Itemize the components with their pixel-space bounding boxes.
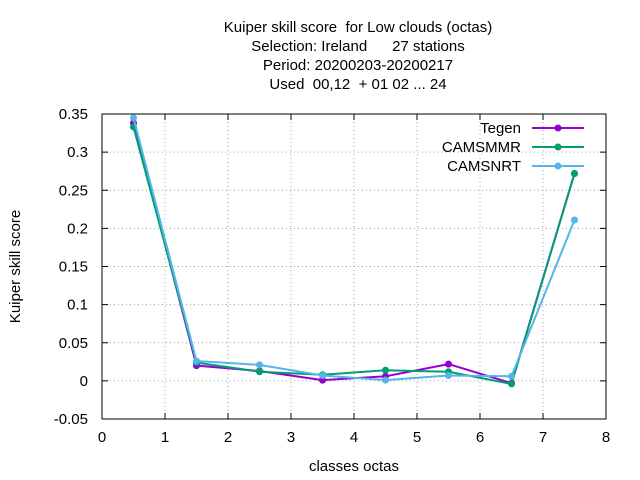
data-point: [508, 380, 515, 388]
x-tick-label: 3: [287, 429, 295, 446]
y-tick-label: 0.35: [59, 106, 88, 123]
y-tick-label: 0.15: [59, 259, 88, 276]
data-point: [445, 372, 452, 380]
x-tick-label: 5: [413, 429, 421, 446]
data-point: [130, 114, 137, 122]
data-point: [571, 169, 578, 177]
legend-swatch-point: [554, 162, 562, 170]
x-tick-label: 1: [161, 429, 169, 446]
title-line-2: Selection: Ireland 27 stations: [251, 38, 464, 55]
grid: [102, 114, 606, 419]
chart-title: Kuiper skill score for Low clouds (octas…: [224, 19, 492, 93]
legend-label: CAMSMMR: [442, 139, 521, 156]
legend-swatch-point: [554, 143, 562, 151]
x-tick-label: 7: [539, 429, 547, 446]
y-tick-label: -0.05: [54, 411, 88, 428]
axis-ticks: 0 1 2 3 4 5 6 7 8 -0.05 0 0.05 0.1 0.15 0.2 0.25 0.3 0.35: [54, 106, 610, 446]
legend: Tegen CAMSMMR CAMSNRT: [442, 120, 584, 175]
x-tick-label: 0: [98, 429, 106, 446]
data-point: [193, 357, 200, 365]
y-tick-label: 0.25: [59, 182, 88, 199]
data-point: [571, 216, 578, 224]
title-line-1: Kuiper skill score for Low clouds (octas…: [224, 19, 492, 36]
series-camsnrt: [130, 114, 578, 384]
y-tick-label: 0.05: [59, 335, 88, 352]
y-tick-label: 0.3: [67, 144, 88, 161]
data-point: [508, 372, 515, 380]
x-tick-label: 8: [602, 429, 610, 446]
x-axis-label: classes octas: [309, 458, 399, 475]
series-line: [132, 126, 576, 385]
y-axis-label: Kuiper skill score: [7, 210, 24, 323]
data-point: [445, 360, 452, 368]
data-point: [382, 376, 389, 384]
legend-label: CAMSNRT: [447, 158, 521, 175]
legend-label: Tegen: [480, 120, 521, 137]
title-line-3: Period: 20200203-20200217: [263, 57, 453, 74]
data-point: [256, 361, 263, 369]
series: [130, 114, 578, 388]
x-tick-label: 2: [224, 429, 232, 446]
data-point: [256, 368, 263, 376]
data-point: [319, 372, 326, 380]
series-line: [132, 117, 576, 382]
x-tick-label: 6: [476, 429, 484, 446]
title-line-4: Used 00,12 + 01 02 ... 24: [269, 76, 446, 93]
x-tick-label: 4: [350, 429, 358, 446]
y-tick-label: 0: [80, 373, 88, 390]
legend-swatch-point: [554, 124, 562, 132]
data-point: [382, 366, 389, 374]
y-tick-label: 0.1: [67, 297, 88, 314]
y-tick-label: 0.2: [67, 220, 88, 237]
